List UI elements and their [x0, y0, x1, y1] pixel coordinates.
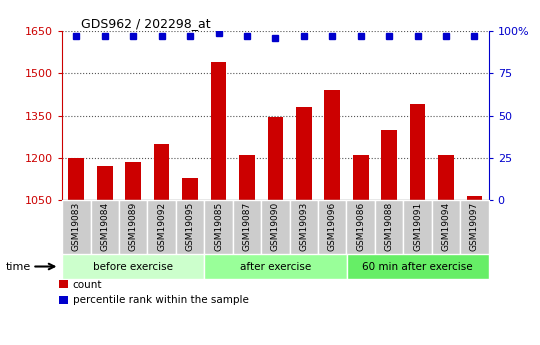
Text: GSM19091: GSM19091 [413, 202, 422, 252]
Text: GSM19086: GSM19086 [356, 202, 365, 252]
FancyBboxPatch shape [204, 200, 233, 254]
Text: GSM19088: GSM19088 [384, 202, 394, 252]
Bar [410, 104, 426, 200]
FancyBboxPatch shape [204, 254, 347, 279]
Text: GSM19084: GSM19084 [100, 202, 109, 252]
FancyBboxPatch shape [318, 200, 347, 254]
FancyBboxPatch shape [261, 200, 289, 254]
Bar [296, 107, 312, 200]
Text: GSM19085: GSM19085 [214, 202, 223, 252]
FancyBboxPatch shape [403, 200, 432, 254]
Bar [125, 162, 141, 200]
FancyBboxPatch shape [432, 200, 460, 254]
Text: GSM19097: GSM19097 [470, 202, 479, 252]
Bar [325, 90, 340, 200]
FancyBboxPatch shape [91, 200, 119, 254]
Bar [467, 196, 482, 200]
FancyBboxPatch shape [289, 200, 318, 254]
Bar [381, 130, 397, 200]
Bar [69, 158, 84, 200]
Bar [268, 117, 283, 200]
Text: GSM19094: GSM19094 [442, 202, 450, 252]
Text: GSM19090: GSM19090 [271, 202, 280, 252]
Legend: count, percentile rank within the sample: count, percentile rank within the sample [59, 280, 248, 305]
Text: GSM19095: GSM19095 [186, 202, 194, 252]
Text: GSM19089: GSM19089 [129, 202, 138, 252]
FancyBboxPatch shape [347, 254, 489, 279]
Text: GSM19093: GSM19093 [299, 202, 308, 252]
FancyBboxPatch shape [460, 200, 489, 254]
Bar [97, 166, 112, 200]
FancyBboxPatch shape [147, 200, 176, 254]
FancyBboxPatch shape [62, 254, 204, 279]
FancyBboxPatch shape [119, 200, 147, 254]
Text: before exercise: before exercise [93, 262, 173, 272]
Text: GSM19096: GSM19096 [328, 202, 337, 252]
Bar [154, 144, 170, 200]
FancyBboxPatch shape [62, 200, 91, 254]
Text: GSM19083: GSM19083 [72, 202, 81, 252]
Bar [353, 155, 368, 200]
FancyBboxPatch shape [347, 200, 375, 254]
FancyBboxPatch shape [375, 200, 403, 254]
FancyBboxPatch shape [176, 200, 204, 254]
Bar [239, 155, 255, 200]
Text: GDS962 / 202298_at: GDS962 / 202298_at [81, 17, 211, 30]
Text: 60 min after exercise: 60 min after exercise [362, 262, 473, 272]
Text: after exercise: after exercise [240, 262, 311, 272]
Text: time: time [5, 262, 31, 272]
FancyBboxPatch shape [233, 200, 261, 254]
Bar [438, 155, 454, 200]
Bar [211, 62, 226, 200]
Text: GSM19087: GSM19087 [242, 202, 252, 252]
Bar [183, 178, 198, 200]
Text: GSM19092: GSM19092 [157, 202, 166, 252]
